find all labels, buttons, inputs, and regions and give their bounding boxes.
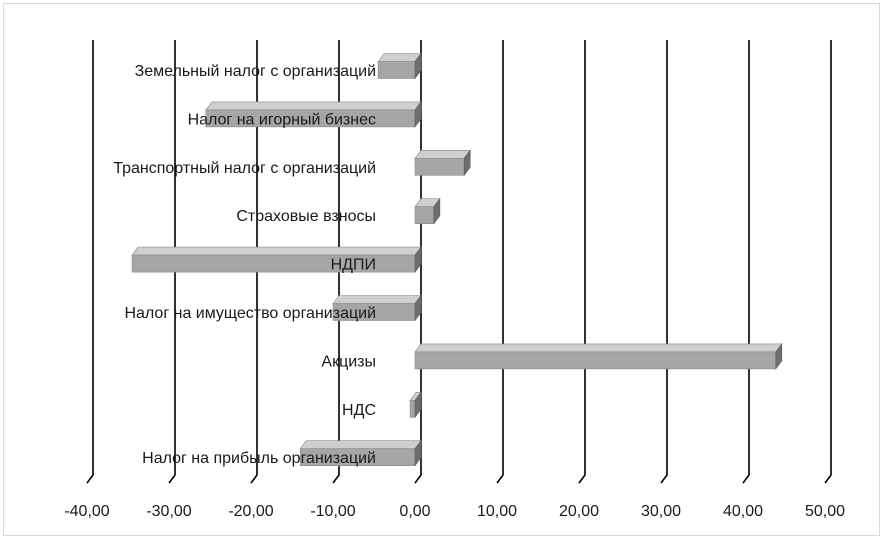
category-label: Налог на игорный бизнес [188,111,376,128]
x-tick-label: 0,00 [399,503,430,520]
bar [205,101,422,128]
bar [377,52,422,80]
gridline [332,40,340,484]
category-label: Налог на имущество организаций [124,305,376,322]
gridline [86,40,94,484]
category-label: Транспортный налог с организаций [113,160,376,177]
x-tick-label: 40,00 [723,503,763,520]
bar [299,439,422,467]
x-tick-label: 20,00 [559,503,599,520]
category-label: Земельный налог с организаций [135,63,376,80]
gridline [496,40,504,484]
x-tick-label: -20,00 [228,503,273,520]
gridline [660,40,668,484]
bar [409,391,422,419]
gridline [824,40,832,484]
gridline [250,40,258,484]
gridline [742,40,750,484]
grid-layer [86,40,832,484]
x-tick-label: 10,00 [477,503,517,520]
category-label: Страховые взносы [236,208,376,225]
gridline [168,40,176,484]
bar [414,197,441,225]
bar [332,294,422,322]
category-label: Налог на прибыль организаций [142,450,376,467]
bar [414,342,783,370]
category-label: Акцизы [321,353,376,370]
bar [414,149,471,177]
category-label: НДС [342,402,376,419]
gridline [578,40,586,484]
x-tick-label: -30,00 [146,503,191,520]
x-tick-label: -10,00 [310,503,355,520]
category-label-layer: Земельный налог с организаций Налог на иг… [113,63,376,467]
tick-label-layer: -40,00 -30,00 -20,00 -10,00 0,00 10,00 20,00 30… [64,503,845,520]
bar-layer [131,52,783,467]
x-tick-label: 50,00 [805,503,845,520]
bar [131,246,422,274]
x-tick-label: 30,00 [641,503,681,520]
gridline [414,40,422,484]
x-tick-label: -40,00 [64,503,109,520]
category-label: НДПИ [331,257,376,274]
